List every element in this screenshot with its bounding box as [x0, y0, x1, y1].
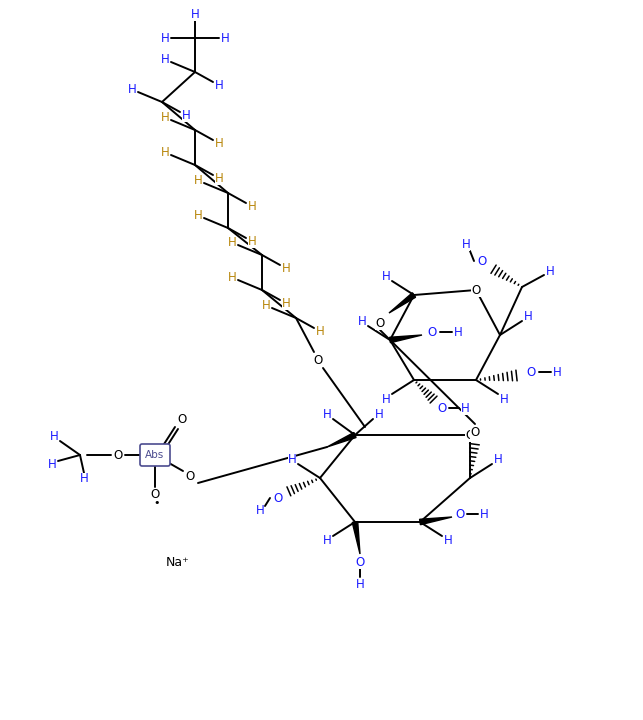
- Text: •: •: [153, 498, 159, 508]
- Text: H: H: [190, 7, 199, 20]
- Text: H: H: [382, 392, 390, 405]
- Text: H: H: [248, 199, 257, 212]
- Text: O: O: [527, 366, 536, 379]
- Text: H: H: [453, 325, 462, 338]
- Text: O: O: [177, 413, 186, 426]
- Text: Abs: Abs: [145, 450, 165, 460]
- Text: H: H: [215, 137, 223, 150]
- Text: H: H: [50, 430, 59, 443]
- Text: O: O: [477, 254, 487, 268]
- Text: Na⁺: Na⁺: [166, 557, 190, 570]
- Text: H: H: [282, 297, 291, 310]
- Text: H: H: [194, 174, 203, 186]
- Polygon shape: [390, 335, 422, 343]
- Text: H: H: [181, 109, 190, 122]
- Text: H: H: [460, 402, 469, 415]
- Text: H: H: [262, 299, 270, 312]
- Text: H: H: [221, 32, 230, 45]
- Text: H: H: [480, 508, 489, 521]
- Text: H: H: [462, 238, 471, 251]
- Polygon shape: [327, 433, 356, 447]
- Text: H: H: [248, 235, 257, 248]
- Text: H: H: [546, 264, 554, 277]
- Text: O: O: [150, 488, 159, 502]
- Text: H: H: [48, 457, 57, 470]
- Text: H: H: [358, 315, 367, 328]
- Text: O: O: [376, 317, 385, 330]
- Text: H: H: [500, 392, 509, 405]
- Text: H: H: [444, 534, 453, 547]
- Text: O: O: [113, 449, 123, 462]
- Text: O: O: [437, 402, 447, 415]
- Text: H: H: [80, 472, 88, 485]
- Text: O: O: [428, 325, 437, 338]
- Text: H: H: [127, 83, 136, 96]
- Text: H: H: [494, 452, 502, 466]
- Text: H: H: [215, 171, 223, 184]
- Text: H: H: [323, 534, 331, 547]
- Text: O: O: [471, 284, 480, 297]
- Text: H: H: [194, 209, 203, 222]
- Text: O: O: [466, 428, 475, 441]
- Text: O: O: [471, 426, 480, 438]
- Text: H: H: [215, 78, 223, 91]
- Text: H: H: [161, 32, 169, 45]
- Polygon shape: [352, 521, 360, 554]
- Text: H: H: [282, 261, 291, 274]
- Text: H: H: [228, 235, 237, 248]
- Text: H: H: [323, 408, 331, 420]
- Text: O: O: [455, 508, 465, 521]
- Text: O: O: [273, 492, 283, 505]
- Text: H: H: [161, 53, 169, 66]
- Text: H: H: [523, 310, 532, 323]
- Polygon shape: [420, 517, 452, 525]
- Text: H: H: [287, 452, 296, 466]
- Text: O: O: [185, 470, 195, 484]
- FancyBboxPatch shape: [140, 444, 170, 466]
- Text: H: H: [356, 577, 365, 590]
- Text: H: H: [161, 145, 169, 158]
- Text: H: H: [552, 366, 561, 379]
- Text: H: H: [256, 505, 264, 518]
- Polygon shape: [389, 293, 415, 313]
- Text: H: H: [316, 325, 324, 338]
- Text: H: H: [161, 110, 169, 124]
- Text: H: H: [382, 269, 390, 282]
- Text: O: O: [356, 556, 365, 569]
- Text: H: H: [228, 271, 237, 284]
- Text: H: H: [375, 408, 383, 420]
- Text: O: O: [313, 354, 323, 366]
